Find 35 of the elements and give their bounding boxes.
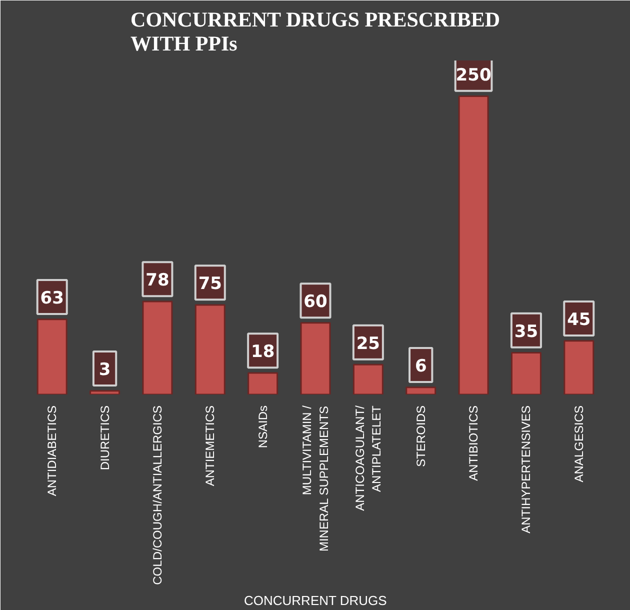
bar	[300, 322, 331, 394]
chart-title: CONCURRENT DRUGS PRESCRIBED WITH PPIs	[130, 8, 500, 56]
x-axis-title: CONCURRENT DRUGS	[244, 592, 388, 608]
data-label: 75	[198, 274, 222, 294]
data-label: 18	[250, 342, 275, 362]
x-tick-label: NSAIDs	[256, 405, 270, 448]
data-label: 250	[456, 65, 492, 86]
bar	[90, 390, 120, 394]
x-tick-label: STEROIDS	[414, 406, 428, 467]
bar	[564, 340, 594, 394]
data-label: 6	[414, 356, 427, 376]
x-tick-label: MULTIVITAMIN / MINERAL SUPPLEMENTS	[300, 404, 331, 552]
x-tick-label: DIURETICS	[98, 406, 112, 470]
bar	[510, 352, 542, 394]
bar	[406, 386, 436, 394]
data-label: 78	[146, 270, 170, 291]
bar	[142, 300, 173, 394]
bar	[458, 96, 489, 394]
bar	[194, 304, 226, 394]
bar	[248, 372, 278, 394]
data-label: 45	[567, 310, 591, 330]
x-tick-label: ANTIDIABETICS	[45, 405, 60, 496]
data-label: 35	[514, 322, 538, 342]
x-tick-label: COLD/COUGH/ANTIALLERGICS	[150, 405, 164, 585]
bar	[352, 364, 384, 394]
x-tick-label: ANTIBIOTICS	[466, 405, 481, 481]
bar	[36, 318, 68, 394]
x-tick-label: ANTICOAGULANT/ ANTIPLATELET	[352, 404, 384, 511]
data-label: 3	[98, 360, 111, 380]
data-label: 25	[356, 334, 380, 354]
x-tick-label: ANALGESICS	[572, 405, 586, 482]
data-label: 60	[304, 292, 328, 312]
data-label: 63	[40, 288, 64, 308]
x-tick-label: ANTIEMETICS	[203, 406, 218, 486]
x-tick-label: ANTIHYPERTENSIVES	[519, 406, 534, 534]
